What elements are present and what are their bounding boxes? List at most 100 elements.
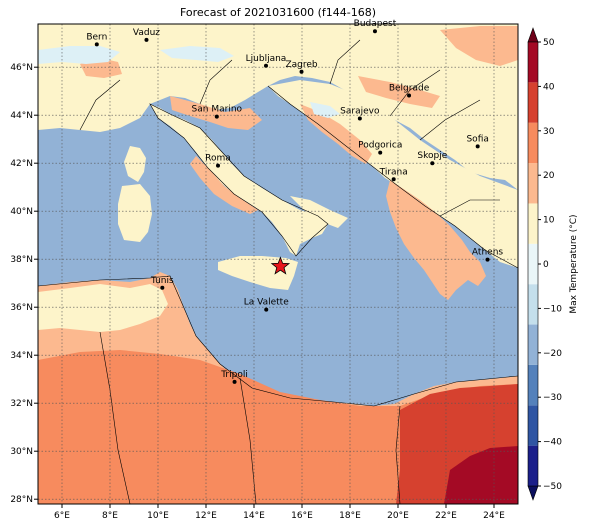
land-greece <box>386 180 486 300</box>
x-tick-label: 16°E <box>291 511 313 521</box>
borders <box>38 39 518 504</box>
city-label: Budapest <box>354 19 397 29</box>
x-tick-label: 24°E <box>483 511 505 521</box>
city-label: Vaduz <box>133 28 160 38</box>
colorbar-band <box>528 284 538 325</box>
city-label: San Marino <box>192 105 243 115</box>
x-tick-label: 8°E <box>102 511 118 521</box>
city-label: Belgrade <box>389 84 430 94</box>
y-tick-label: 46°N <box>10 63 33 73</box>
border-lines <box>79 39 500 504</box>
city-marker <box>485 257 490 262</box>
colorbar-band <box>528 203 538 244</box>
colorbar-tick-label: 50 <box>543 38 555 48</box>
colorbar-tick-label: −30 <box>543 393 562 403</box>
city-marker <box>144 37 149 42</box>
colorbar-band <box>528 445 538 486</box>
city-label: Ljubljana <box>246 54 287 64</box>
city-marker <box>407 93 412 98</box>
warm-patch-adriatic-coast <box>300 104 372 164</box>
city-label: Tirana <box>379 167 408 177</box>
city-marker <box>357 116 362 121</box>
warm-patch-italy-west <box>190 156 258 214</box>
city-marker <box>391 177 396 182</box>
colorbar-tick-label: 0 <box>543 260 549 270</box>
x-tick-label: 14°E <box>243 511 265 521</box>
city-marker <box>94 42 99 47</box>
warm-patch-hungary <box>358 76 440 108</box>
y-tick-label: 42°N <box>10 159 33 169</box>
map-frame <box>37 23 519 505</box>
land-apulia <box>290 196 348 228</box>
city-marker <box>378 150 383 155</box>
y-tick-label: 34°N <box>10 351 33 361</box>
land-sardinia <box>118 184 152 242</box>
colorbar-band <box>528 324 538 365</box>
coastline-africa <box>38 275 518 407</box>
city-label: Bern <box>86 32 107 42</box>
colorbar-band <box>528 243 538 285</box>
warm-patch-east <box>440 26 518 66</box>
colorbar-tick-label: −10 <box>543 304 562 314</box>
star-layer <box>270 256 291 275</box>
x-tick-label: 22°E <box>435 511 457 521</box>
city-marker <box>264 307 269 312</box>
colorbar-band <box>528 42 538 83</box>
land-sahara-extreme <box>444 446 518 504</box>
colorbar-tick-label: −50 <box>543 482 562 492</box>
x-tick-label: 10°E <box>147 511 169 521</box>
warm-patch-po <box>170 96 262 130</box>
colorbar-extend-top <box>527 27 539 43</box>
x-tick-label: 18°E <box>339 511 361 521</box>
city-label: Zagreb <box>285 60 317 70</box>
city-marker <box>475 144 480 149</box>
colorbar-band <box>528 163 538 204</box>
city-marker <box>299 69 304 74</box>
land-tunisia-cool <box>38 284 168 332</box>
land-italy <box>150 104 328 256</box>
city-marker <box>214 114 219 119</box>
y-tick-label: 36°N <box>10 303 33 313</box>
cold-patch-alps-1 <box>38 46 120 64</box>
city-marker <box>372 29 377 34</box>
colorbar-tick-label: 30 <box>543 127 555 137</box>
colorbar-tick-label: 10 <box>543 216 555 226</box>
coastline-italy <box>149 103 329 257</box>
colorbar-tick-label: −40 <box>543 438 562 448</box>
y-tick-label: 32°N <box>10 399 33 409</box>
y-tick-label: 30°N <box>10 447 33 457</box>
city-label: La Valette <box>244 298 289 308</box>
star-marker <box>270 256 291 275</box>
y-tick-label: 38°N <box>10 255 33 265</box>
city-label: Athens <box>472 248 503 258</box>
y-tick-label: 44°N <box>10 111 33 121</box>
colorbar-tick-label: −20 <box>543 349 562 359</box>
coastline-balkans <box>267 85 518 269</box>
gridlines <box>38 24 518 504</box>
city-marker <box>232 379 237 384</box>
y-tick-label: 40°N <box>10 207 33 217</box>
colorbar: 50 40 30 20 10 0 −10 −20 −30 −40 −50 Max Temperatur… <box>527 27 579 501</box>
cold-patch-alps-2 <box>160 46 234 62</box>
chart-title: Forecast of 2021031600 (f144-168) <box>179 6 377 19</box>
x-tick-label: 20°E <box>387 511 409 521</box>
x-tick-label: 6°E <box>54 511 70 521</box>
y-tick-label: 28°N <box>10 495 33 505</box>
x-tick-label: 12°E <box>195 511 217 521</box>
city-label: Roma <box>205 154 231 164</box>
land-corsica <box>124 146 146 182</box>
land-europe-north <box>38 24 518 190</box>
city-marker <box>160 285 165 290</box>
colorbar-band <box>528 405 538 446</box>
city-label: Sofia <box>466 134 488 144</box>
colorbar-band <box>528 364 538 406</box>
city-marker <box>430 161 435 166</box>
city-label: Sarajevo <box>340 107 380 117</box>
city-label: Skopje <box>417 151 447 161</box>
city-marker <box>216 163 220 168</box>
colorbar-band <box>528 82 538 123</box>
city-marker <box>264 63 268 68</box>
colorbar-band <box>528 122 538 164</box>
